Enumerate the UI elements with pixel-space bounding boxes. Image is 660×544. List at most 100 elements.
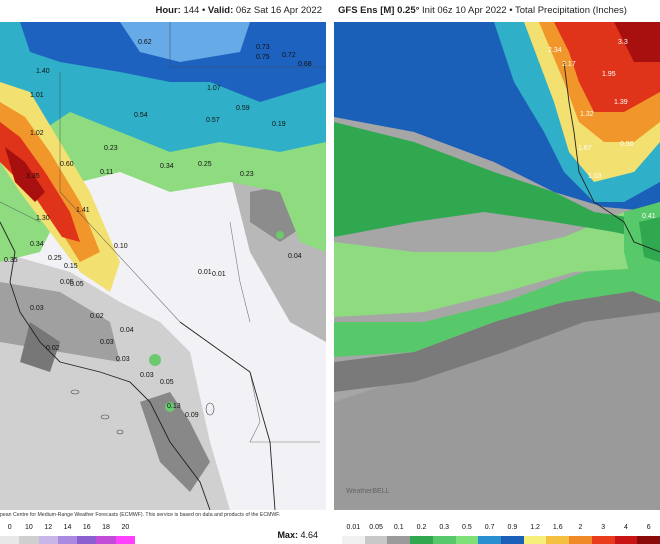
ecmwf-panel: Hour: 144 • Valid: 06z Sat 16 Apr 2022 (0, 0, 326, 544)
precip-value-label: 1.67 (578, 145, 592, 152)
precip-value-label: 1.07 (207, 85, 221, 92)
precip-value-label: 1.02 (30, 130, 44, 137)
precip-value-label: 0.04 (288, 253, 302, 260)
precip-value-label: 0.25 (48, 255, 62, 262)
precip-value-label: 0.15 (64, 263, 78, 270)
precip-value-label: 0.35 (4, 257, 18, 264)
ecmwf-credit: pean Centre for Medium-Range Weather For… (0, 512, 281, 518)
panel-divider (326, 0, 334, 544)
precip-value-label: 0.41 (642, 213, 656, 220)
precip-value-label: 0.57 (206, 117, 220, 124)
precip-value-label: 0.59 (236, 105, 250, 112)
legend-tick-label: 3 (601, 524, 606, 531)
precip-value-label: 0.62 (138, 39, 152, 46)
precip-value-label: 0.34 (30, 241, 44, 248)
precip-value-label: 1.95 (602, 71, 616, 78)
precip-value-label: 0.02 (46, 345, 60, 352)
precip-value-label: 1.01 (30, 92, 44, 99)
legend-tick-label: 10 (25, 524, 33, 531)
precip-value-label: 3.3 (618, 39, 628, 46)
legend-swatch (546, 536, 570, 544)
precip-value-label: 0.03 (100, 339, 114, 346)
precip-value-label: 1.30 (36, 215, 50, 222)
precip-value-label: 0.11 (100, 169, 113, 176)
precip-value-label: 0.50 (620, 141, 634, 148)
legend-tick-label: 6 (646, 524, 651, 531)
legend-swatch (637, 536, 660, 544)
legend-tick-label: 16 (82, 524, 91, 531)
precip-value-label: 1.32 (580, 111, 594, 118)
precip-value-label: 0.13 (167, 403, 181, 410)
precip-value-label: 0.73 (256, 44, 270, 51)
left-legend-bar (0, 536, 135, 544)
max-value-label: Max: 4.64 (277, 530, 318, 540)
legend-swatch (0, 536, 20, 544)
precip-value-label: 0.10 (114, 243, 128, 250)
legend-tick-label: 18 (102, 524, 110, 531)
legend-swatch (410, 536, 433, 544)
precip-value-label: 0.05 (160, 379, 174, 386)
legend-tick-label: 0.01 (346, 524, 361, 531)
legend-swatch (591, 536, 615, 544)
left-header: Hour: 144 • Valid: 06z Sat 16 Apr 2022 (155, 5, 322, 16)
precip-value-label: 2.17 (562, 61, 576, 68)
legend-swatch (115, 536, 135, 544)
precip-value-label: 0.02 (90, 313, 104, 320)
right-precip-map: 2.342.17 1.95 3.3 1.39 1.32 1.67 1.03 0.50 0.41 (334, 22, 660, 510)
legend-swatch (387, 536, 411, 544)
legend-swatch (19, 536, 39, 544)
legend-tick-label: 0.9 (507, 524, 518, 531)
legend-tick-label: 0.1 (393, 524, 404, 531)
legend-swatch (342, 536, 365, 544)
right-header: GFS Ens [M] 0.25° Init 06z 10 Apr 2022 •… (338, 5, 627, 16)
precip-value-label: 0.25 (198, 161, 212, 168)
precip-value-label: 1.03 (588, 173, 602, 180)
precip-value-label: 3.35 (26, 173, 40, 180)
precip-value-label: 0.60 (60, 161, 74, 168)
left-precip-map: 0.62 0.73 0.75 0.720.68 1.40 1.01 1.07 0.59 0.54… (0, 22, 326, 510)
precip-value-label: 0.23 (104, 145, 118, 152)
precip-value-label: 0.01 (198, 269, 212, 276)
precip-value-label: 1.41 (76, 207, 90, 214)
precip-value-label: 0.54 (134, 112, 148, 119)
precip-value-label: 0.05 (70, 281, 84, 288)
precip-value-label: 0.03 (116, 356, 130, 363)
precip-value-label: 0.03 (140, 372, 154, 379)
legend-swatch (432, 536, 456, 544)
legend-tick-label: 0.05 (369, 524, 383, 531)
legend-tick-label: 14 (63, 524, 72, 531)
precip-value-label: 0.75 (256, 54, 270, 61)
legend-tick-label: 1.2 (530, 524, 540, 531)
legend-swatch (569, 536, 592, 544)
legend-tick-label: 0.5 (462, 524, 472, 531)
precip-value-label: 0.05 (60, 279, 74, 286)
precip-value-label: 0.04 (120, 327, 134, 334)
legend-swatch (38, 536, 58, 544)
legend-tick-label: 4 (623, 524, 628, 531)
legend-swatch (364, 536, 388, 544)
legend-tick-label: 2 (578, 524, 583, 531)
gfs-ens-panel: GFS Ens [M] 0.25° Init 06z 10 Apr 2022 •… (334, 0, 660, 544)
legend-tick-label: 1.6 (552, 524, 563, 531)
legend-swatch (614, 536, 638, 544)
right-legend-bar (342, 536, 660, 544)
precip-value-label: 2.34 (548, 47, 562, 54)
precip-value-label: 0.01 (212, 271, 226, 278)
legend-swatch (57, 536, 78, 544)
weatherbell-watermark: WeatherBELL (346, 488, 390, 495)
legend-swatch (523, 536, 547, 544)
precip-value-label: 0.34 (160, 163, 174, 170)
legend-tick-label: 20 (121, 524, 130, 531)
legend-tick-label: 0.7 (484, 524, 495, 531)
legend-swatch (96, 536, 116, 544)
precip-value-label: 1.39 (614, 99, 628, 106)
precip-value-label: 1.40 (36, 68, 50, 75)
precip-value-label: 0.72 (282, 52, 296, 59)
legend-tick-label: 0 (7, 524, 12, 531)
precip-value-label: 0.68 (298, 61, 312, 68)
legend-swatch (77, 536, 97, 544)
precip-value-label: 0.19 (272, 121, 286, 128)
legend-tick-label: 0.2 (416, 524, 427, 531)
legend-tick-label: 12 (44, 524, 53, 531)
legend-swatch (501, 536, 524, 544)
